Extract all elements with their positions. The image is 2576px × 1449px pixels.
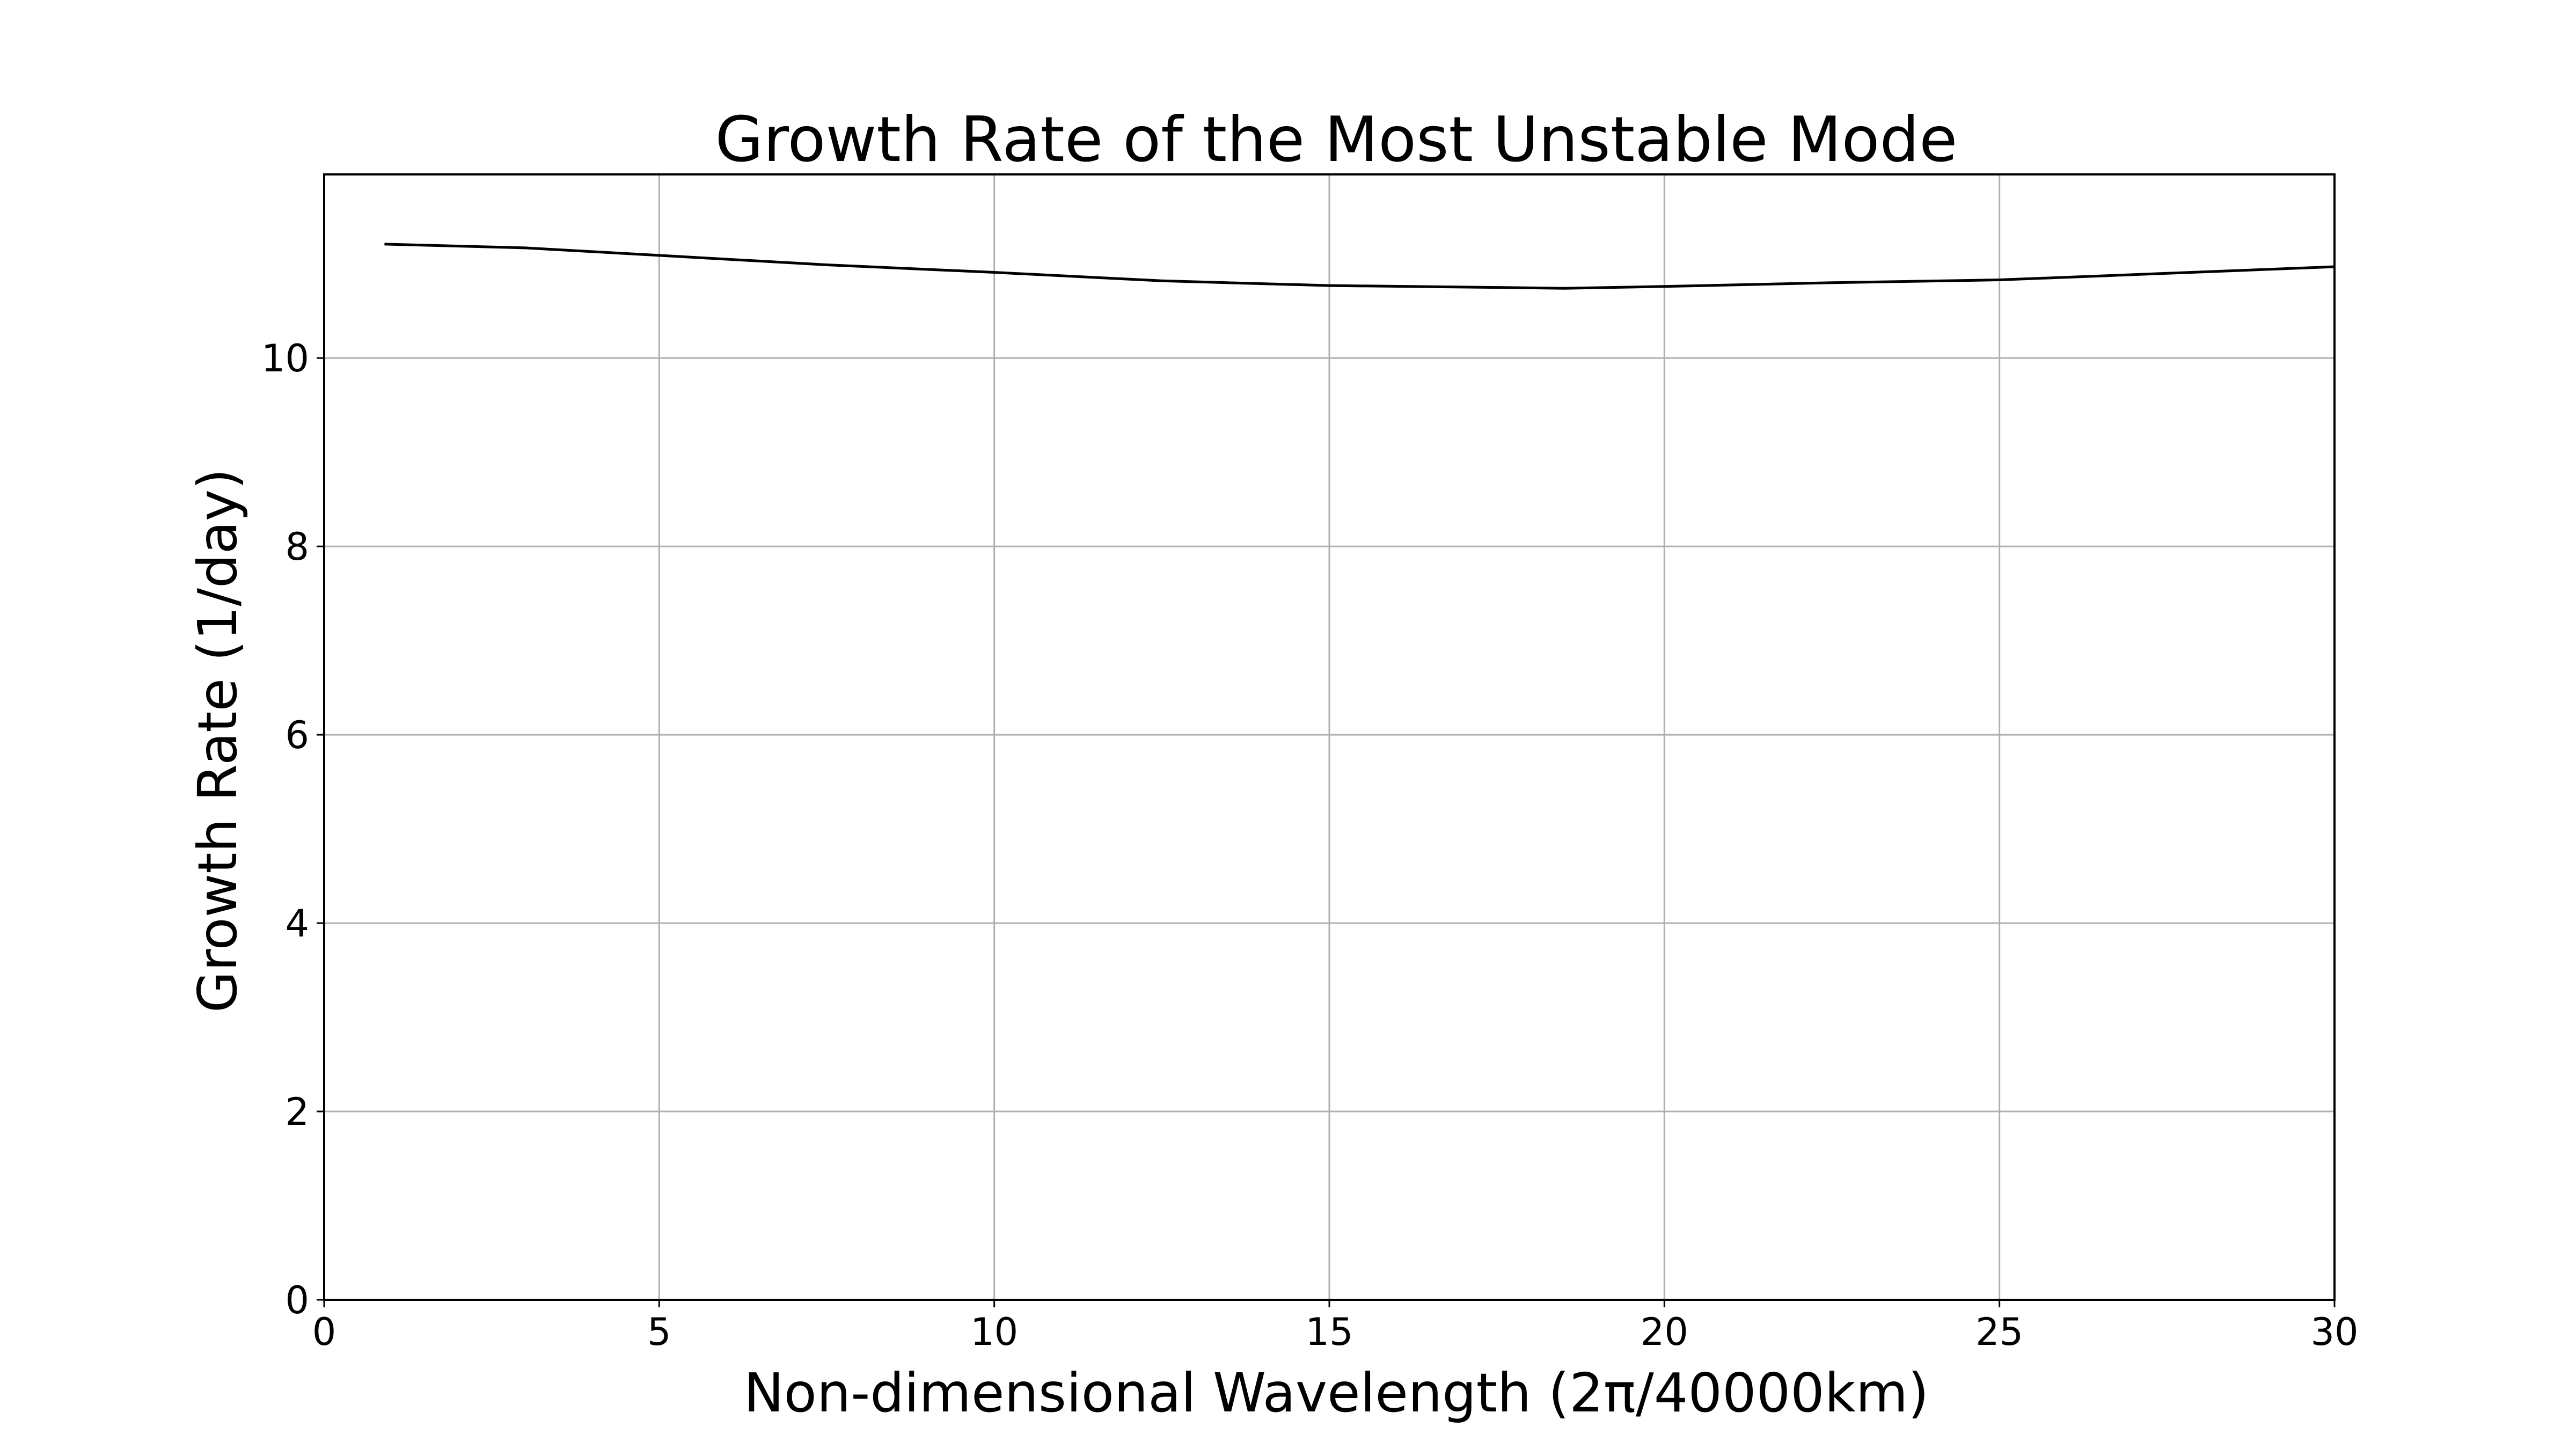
- x-tick-label: 25: [1975, 1310, 2023, 1354]
- y-tick-label: 0: [285, 1278, 309, 1322]
- grid: [323, 174, 2336, 1301]
- x-tick-label: 20: [1641, 1310, 1688, 1354]
- ticks: 0 5 10 15 20 25 30 0 2 4 6 8 10: [261, 336, 2359, 1354]
- chart-title: Growth Rate of the Most Unstable Mode: [715, 104, 1958, 176]
- y-tick-label: 4: [285, 902, 309, 946]
- y-tick-label: 6: [285, 713, 309, 757]
- series-group: [384, 243, 2335, 290]
- x-tick-label: 0: [312, 1310, 336, 1354]
- x-tick-label: 5: [647, 1310, 671, 1354]
- y-tick-label: 10: [261, 336, 309, 380]
- y-axis-label: Growth Rate (1/day): [186, 469, 249, 1013]
- x-tick-label: 30: [2310, 1310, 2358, 1354]
- series-line: [384, 243, 2335, 290]
- x-tick-label: 15: [1305, 1310, 1353, 1354]
- x-axis-label: Non-dimensional Wavelength (2π/40000km): [744, 1362, 1929, 1424]
- x-tick-label: 10: [970, 1310, 1018, 1354]
- y-tick-label: 8: [285, 525, 309, 569]
- y-tick-label: 2: [285, 1090, 309, 1134]
